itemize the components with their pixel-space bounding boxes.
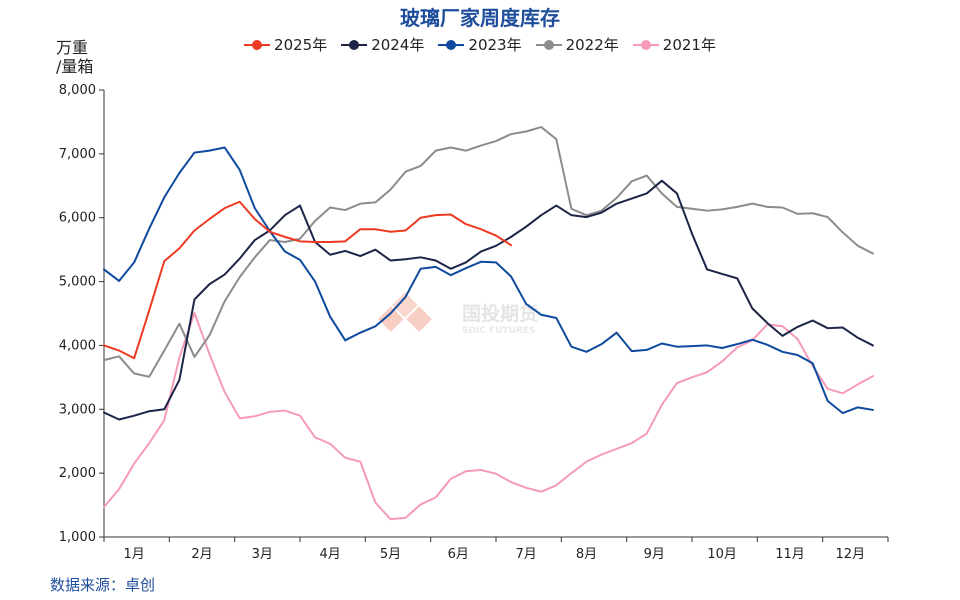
series-line-2022 — [103, 126, 874, 378]
legend-label: 2024年 — [371, 36, 425, 54]
chart-title: 玻璃厂家周度库存 — [400, 6, 560, 30]
series-line-2024 — [103, 179, 874, 421]
legend-swatch-icon — [632, 39, 659, 50]
legend-item: 2024年 — [341, 34, 424, 55]
y-axis-unit-line-2: /量箱 — [56, 57, 94, 76]
legend-item: 2025年 — [244, 34, 327, 55]
x-tick-label: 3月 — [252, 547, 273, 562]
watermark-en: SDIC FUTURES — [462, 326, 536, 336]
x-tick-label: 6月 — [448, 547, 469, 562]
series-line-2025 — [103, 200, 513, 360]
legend-label: 2023年 — [468, 36, 522, 54]
y-tick-label: 3,000 — [59, 402, 96, 417]
watermark-logo-icon — [378, 292, 432, 332]
x-tick-label: 12月 — [836, 547, 866, 562]
series-line-2021 — [103, 311, 874, 521]
legend-swatch-icon — [244, 39, 271, 50]
legend-label: 2025年 — [274, 36, 328, 54]
legend: 2025年 2024年 2023年 2022年 2021年 — [0, 34, 960, 55]
x-tick-label: 5月 — [380, 547, 401, 562]
legend-swatch-icon — [535, 39, 562, 50]
legend-swatch-icon — [438, 39, 465, 50]
x-tick-label: 9月 — [644, 547, 665, 562]
y-tick-label: 2,000 — [59, 466, 96, 481]
x-tick-label: 1月 — [124, 547, 145, 562]
data-source: 数据来源：卓创 — [50, 576, 156, 594]
legend-label: 2021年 — [662, 36, 716, 54]
x-tick-label: 11月 — [775, 547, 805, 562]
legend-label: 2022年 — [565, 36, 619, 54]
legend-item: 2022年 — [535, 34, 619, 55]
y-tick-label: 7,000 — [59, 147, 96, 162]
x-tick-label: 10月 — [707, 547, 737, 562]
series-line-2023 — [103, 146, 874, 415]
watermark-cn: 国投期货 — [462, 302, 538, 325]
y-axis-unit: 万重 /量箱 — [56, 38, 93, 76]
y-tick-label: 6,000 — [59, 211, 96, 226]
y-tick-label: 1,000 — [59, 530, 96, 545]
legend-item: 2023年 — [438, 34, 522, 55]
y-axis-unit-line-1: 万重 — [56, 38, 89, 57]
legend-item: 2021年 — [632, 34, 716, 55]
y-tick-label: 5,000 — [59, 275, 96, 290]
x-tick-label: 8月 — [576, 547, 597, 562]
y-tick-label: 4,000 — [59, 338, 96, 353]
x-tick-label: 4月 — [320, 547, 341, 562]
x-tick-label: 7月 — [516, 547, 537, 562]
y-tick-label: 8,000 — [59, 83, 96, 98]
legend-swatch-icon — [341, 39, 368, 50]
x-tick-label: 2月 — [191, 547, 212, 562]
